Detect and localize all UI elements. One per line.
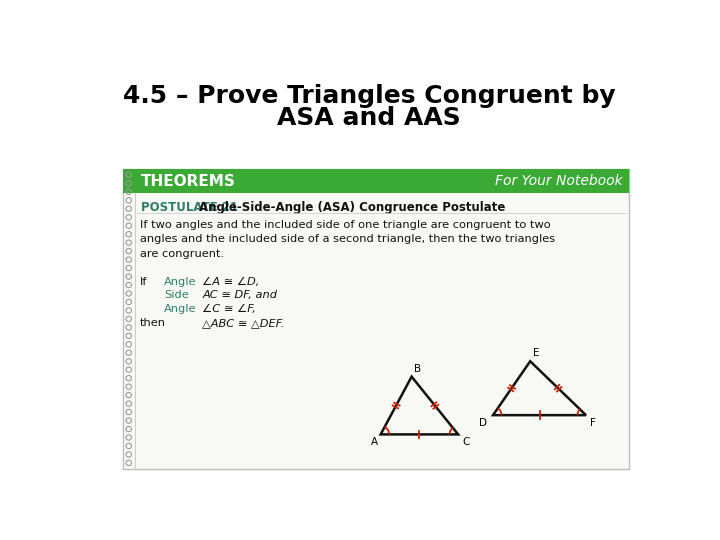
- Text: △ABC ≅ △DEF.: △ABC ≅ △DEF.: [202, 318, 284, 328]
- Text: ∠C ≅ ∠F,: ∠C ≅ ∠F,: [202, 304, 256, 314]
- Text: D: D: [479, 418, 487, 428]
- Text: Angle-Side-Angle (ASA) Congruence Postulate: Angle-Side-Angle (ASA) Congruence Postul…: [199, 201, 505, 214]
- Text: For Your Notebook: For Your Notebook: [495, 174, 622, 188]
- Text: B: B: [414, 363, 421, 374]
- Text: C: C: [463, 437, 470, 448]
- Text: THEOREMS: THEOREMS: [141, 173, 236, 188]
- Text: Angle: Angle: [164, 276, 197, 287]
- Text: E: E: [534, 348, 540, 358]
- Text: ∠A ≅ ∠D,: ∠A ≅ ∠D,: [202, 276, 260, 287]
- Text: ASA and AAS: ASA and AAS: [277, 106, 461, 130]
- Text: 4.5 – Prove Triangles Congruent by: 4.5 – Prove Triangles Congruent by: [122, 84, 616, 107]
- Text: AC ≅ DF, and: AC ≅ DF, and: [202, 291, 277, 300]
- Text: If two angles and the included side of one triangle are congruent to two
angles : If two angles and the included side of o…: [140, 220, 554, 259]
- Text: POSTULATE 21: POSTULATE 21: [141, 201, 238, 214]
- Text: If: If: [140, 276, 147, 287]
- Text: F: F: [590, 418, 595, 428]
- Text: Angle: Angle: [164, 304, 197, 314]
- Text: A: A: [371, 437, 378, 448]
- Bar: [122, 168, 629, 469]
- Text: then: then: [140, 318, 166, 328]
- Text: Side: Side: [164, 291, 189, 300]
- Bar: [122, 169, 629, 193]
